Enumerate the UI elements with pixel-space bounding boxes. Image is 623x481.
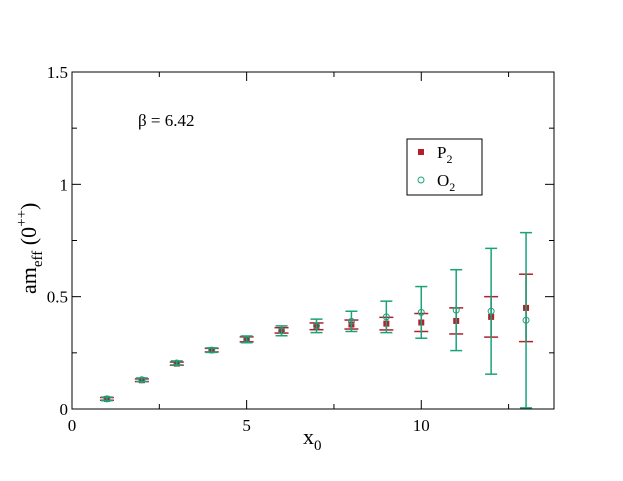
y-tick-label: 1: [60, 175, 69, 194]
x-axis-title-main: x: [303, 424, 314, 449]
series-o2: [100, 231, 533, 409]
data-point: [452, 306, 460, 314]
legend-label-p2-sub: 2: [446, 152, 452, 166]
x-tick-label: 0: [68, 416, 77, 435]
legend-label-o2-sub: 2: [449, 180, 455, 194]
data-point: [278, 327, 286, 335]
data-point: [417, 308, 425, 316]
legend-marker-o2: [417, 176, 425, 184]
y-axis-title-close: ): [16, 203, 41, 210]
data-point: [138, 376, 146, 384]
y-axis-title-main: am: [16, 267, 41, 294]
legend-label-p2-main: P: [437, 143, 446, 162]
data-point: [103, 395, 111, 403]
data-point: [487, 307, 495, 315]
legend-marker-p2: [418, 149, 424, 155]
y-axis-title-sub: eff: [30, 251, 46, 267]
y-tick-label: 1.5: [47, 63, 68, 82]
data-point: [312, 322, 320, 330]
y-tick-label: 0: [60, 400, 69, 419]
data-marks: [99, 231, 534, 409]
data-point: [208, 346, 216, 354]
y-axis-title-sup: ++: [14, 210, 30, 227]
beta-annotation: β = 6.42: [138, 111, 195, 130]
y-axis-title: ameff (0++): [14, 203, 46, 294]
legend: P2 O2: [406, 138, 483, 196]
legend-label-p2: P2: [437, 143, 452, 166]
x-tick-label: 10: [413, 416, 430, 435]
x-axis-title: x0: [303, 424, 322, 454]
data-point: [243, 335, 251, 343]
y-tick-label: 0.5: [47, 288, 68, 307]
axis-ticks: 0 5 10 0 0.5 1 1.5: [47, 63, 554, 435]
data-point: [347, 317, 355, 325]
data-point: [173, 359, 181, 367]
legend-label-o2-main: O: [437, 171, 449, 190]
legend-box: [406, 138, 483, 196]
legend-label-o2: O2: [437, 171, 455, 194]
data-point: [522, 316, 530, 324]
x-tick-label: 5: [242, 416, 251, 435]
data-point: [382, 313, 390, 321]
x-axis-title-sub: 0: [314, 438, 322, 454]
y-axis-title-rest: (0: [16, 227, 41, 251]
